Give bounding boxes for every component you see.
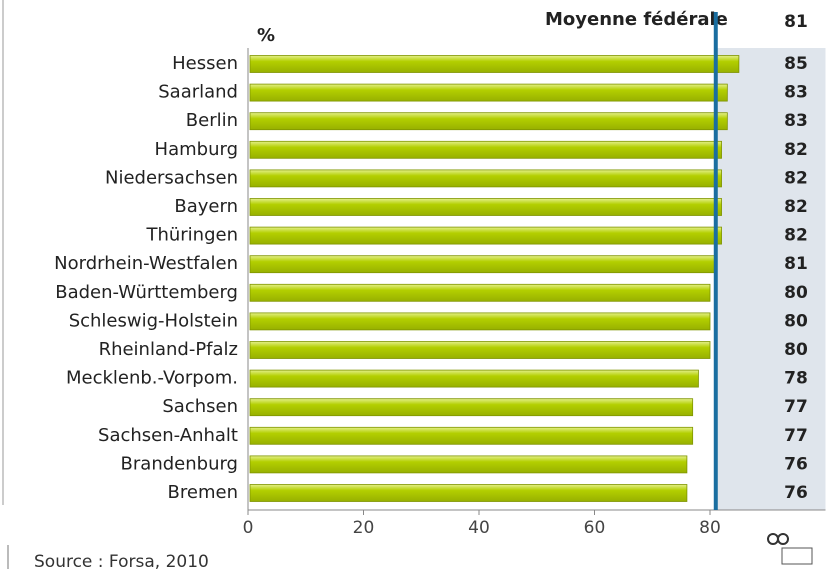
bar [249, 169, 722, 188]
bar [249, 198, 722, 216]
bar [249, 312, 711, 331]
category-label: Rheinland-Pfalz [99, 339, 238, 360]
x-tick-label: 0 [243, 518, 254, 538]
x-tick-label: 80 [699, 518, 721, 538]
unit-label: % [257, 25, 275, 46]
x-tick-label: 60 [584, 518, 606, 538]
category-label: Bayern [174, 196, 238, 217]
bar [249, 341, 711, 359]
value-label: 82 [784, 197, 808, 217]
value-label: 77 [784, 426, 808, 446]
bar [249, 484, 688, 502]
value-label: 80 [784, 340, 808, 360]
value-label: 82 [784, 226, 808, 246]
value-label: 76 [784, 483, 808, 503]
category-label: Sachsen [162, 396, 238, 417]
bar [249, 455, 688, 474]
bar [249, 398, 694, 417]
bar [249, 112, 728, 131]
value-label: 85 [784, 54, 808, 74]
category-label: Mecklenb.-Vorpom. [66, 368, 238, 389]
category-label: Hessen [172, 53, 238, 74]
value-label: 78 [784, 369, 808, 389]
value-label: 80 [784, 283, 808, 303]
x-tick-label: 20 [353, 518, 375, 538]
bar [249, 369, 699, 388]
value-label: 83 [784, 83, 808, 103]
reference-band [715, 48, 826, 510]
bar [249, 283, 711, 302]
bar [249, 255, 717, 274]
category-label: Berlin [186, 110, 238, 131]
value-label: 80 [784, 311, 808, 331]
category-label: Saarland [158, 82, 238, 103]
category-label: Bremen [168, 482, 238, 503]
source: Source : Forsa, 2010 [34, 552, 209, 569]
bar [249, 140, 722, 159]
category-label: Thüringen [145, 225, 238, 246]
value-label: 83 [784, 111, 808, 131]
value-label: 82 [784, 168, 808, 188]
bar [249, 55, 740, 73]
bar [249, 83, 728, 102]
reference-label: Moyenne fédérale [545, 9, 728, 30]
category-label: Schleswig-Holstein [69, 310, 238, 331]
category-label: Nordrhein-Westfalen [54, 253, 238, 274]
category-label: Sachsen-Anhalt [98, 425, 238, 446]
value-label: 81 [784, 254, 808, 274]
category-label: Niedersachsen [105, 167, 238, 188]
category-label: Brandenburg [121, 453, 238, 474]
bar [249, 226, 722, 245]
category-label: Hamburg [155, 139, 238, 160]
x-tick-label: 40 [468, 518, 490, 538]
value-label: 77 [784, 397, 808, 417]
value-label: 76 [784, 454, 808, 474]
bar [249, 426, 694, 445]
category-label: Baden-Württemberg [55, 282, 238, 303]
logo [767, 533, 813, 565]
reference-value: 81 [784, 12, 808, 32]
value-label: 82 [784, 140, 808, 160]
